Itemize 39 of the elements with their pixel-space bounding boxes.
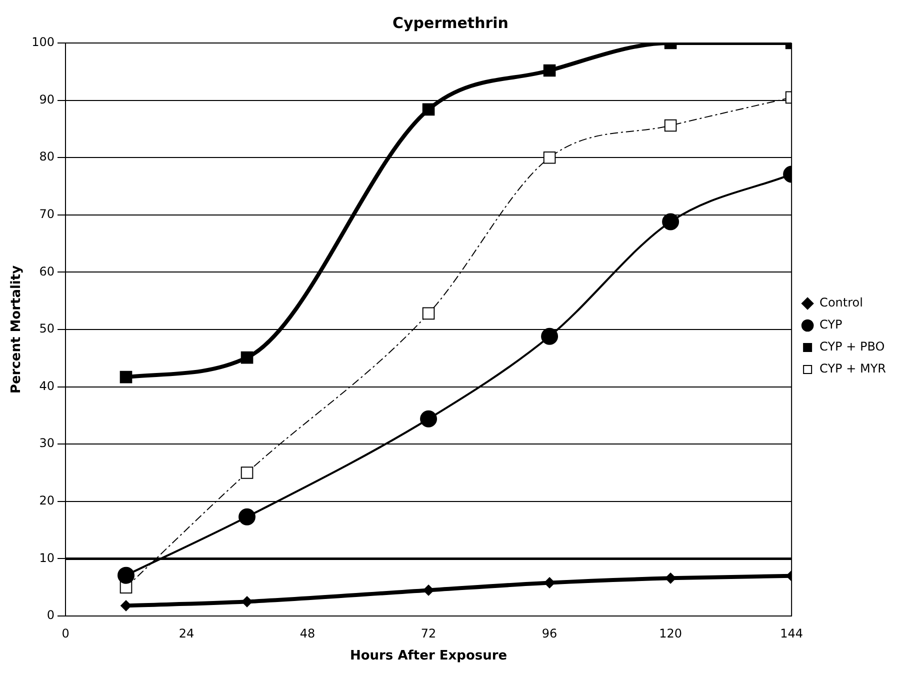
point bbox=[240, 466, 254, 479]
point bbox=[420, 410, 438, 428]
point bbox=[543, 151, 556, 164]
x-tick-label: 0 bbox=[62, 626, 70, 640]
y-tick-label: 90 bbox=[39, 92, 55, 106]
chart-title: Cypermethrin bbox=[392, 14, 508, 32]
point bbox=[423, 584, 434, 596]
x-axis-title: Hours After Exposure bbox=[350, 648, 508, 664]
x-tick-label: 144 bbox=[780, 626, 804, 640]
legend-label: Control bbox=[820, 296, 863, 310]
point bbox=[662, 213, 680, 230]
y-tick-label: 0 bbox=[46, 608, 55, 622]
y-tick-label: 50 bbox=[39, 322, 55, 336]
y-tick-label: 100 bbox=[32, 35, 55, 50]
y-tick-label: 20 bbox=[39, 494, 55, 508]
point bbox=[541, 328, 558, 345]
x-tick-label: 120 bbox=[659, 626, 682, 640]
point bbox=[120, 370, 132, 384]
legend-label: CYP + MYR bbox=[820, 362, 886, 376]
point bbox=[240, 351, 254, 364]
point bbox=[422, 307, 435, 320]
point bbox=[238, 508, 256, 526]
point bbox=[422, 103, 435, 116]
y-tick-label: 30 bbox=[39, 436, 55, 450]
y-tick-label: 80 bbox=[39, 150, 55, 164]
y-tick-label: 60 bbox=[39, 264, 55, 278]
x-tick-label: 48 bbox=[300, 626, 316, 640]
point bbox=[664, 119, 677, 132]
x-tick-label: 24 bbox=[178, 626, 194, 640]
y-tick-label: 70 bbox=[39, 207, 55, 222]
point bbox=[118, 566, 135, 584]
x-tick-label: 96 bbox=[542, 626, 558, 640]
x-tick-label: 72 bbox=[420, 626, 436, 640]
y-tick-label: 40 bbox=[39, 378, 55, 393]
point bbox=[543, 64, 556, 77]
legend-label: CYP bbox=[820, 318, 842, 332]
legend-label: CYP + PBO bbox=[820, 340, 885, 354]
y-tick-label: 10 bbox=[39, 550, 55, 565]
y-axis-title: Percent Mortality bbox=[9, 264, 24, 394]
